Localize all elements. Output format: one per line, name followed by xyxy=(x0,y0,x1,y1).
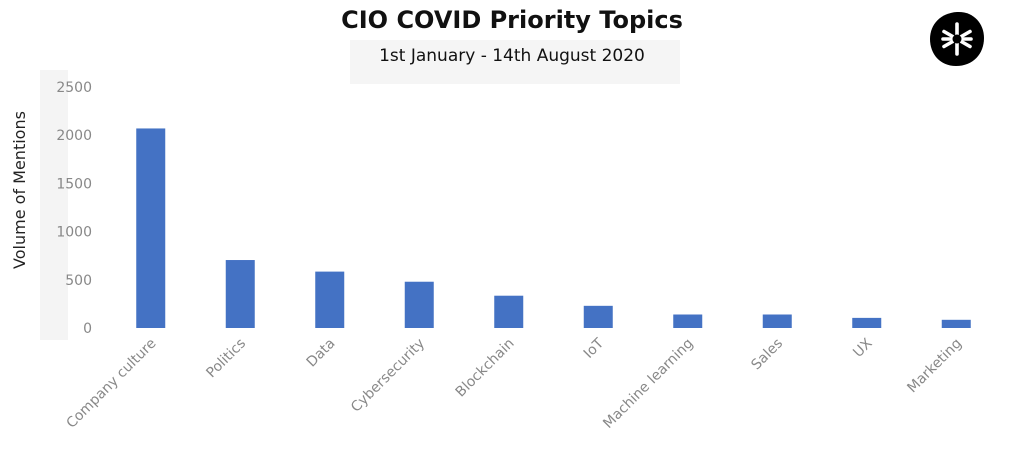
bar xyxy=(315,271,345,328)
bar xyxy=(136,128,166,328)
bar xyxy=(404,281,434,328)
x-category-label: Marketing xyxy=(904,336,965,397)
y-tick-label: 1000 xyxy=(56,225,92,241)
y-tick-label: 2500 xyxy=(56,80,92,96)
x-category-label: IoT xyxy=(581,335,608,362)
bar xyxy=(762,314,792,328)
x-category-label: Company culture xyxy=(63,336,159,432)
bar xyxy=(941,319,971,328)
x-category-label: Data xyxy=(304,336,339,371)
y-tick-label: 0 xyxy=(83,321,92,337)
bar xyxy=(225,260,255,328)
x-category-label: Cybersecurity xyxy=(348,336,428,416)
chart-title: CIO COVID Priority Topics xyxy=(341,6,683,34)
subtitle-background xyxy=(350,40,680,84)
x-category-label: Politics xyxy=(203,336,249,382)
x-category-label: Machine learning xyxy=(600,336,696,432)
y-tick-label: 2000 xyxy=(56,128,92,144)
y-axis-background xyxy=(40,70,68,340)
asterisk-badge-icon xyxy=(930,11,984,66)
bar xyxy=(673,314,703,328)
y-axis-label: Volume of Mentions xyxy=(10,111,29,269)
y-tick-label: 1500 xyxy=(56,176,92,192)
x-category-label: Blockchain xyxy=(453,336,518,401)
x-category-label: UX xyxy=(850,335,876,361)
x-category-label: Sales xyxy=(748,336,786,374)
bar xyxy=(852,317,882,328)
chart-subtitle: 1st January - 14th August 2020 xyxy=(379,46,645,66)
bar xyxy=(494,295,524,328)
bar xyxy=(583,305,613,328)
y-tick-label: 500 xyxy=(65,273,92,289)
